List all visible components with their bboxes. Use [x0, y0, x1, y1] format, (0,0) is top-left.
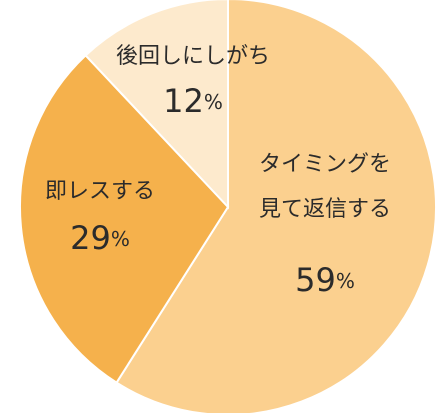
- pie-slice: [19, 53, 230, 385]
- slice-label-line: 即レスする: [45, 179, 155, 204]
- slice-label-line: 後回しにしがち: [116, 44, 270, 69]
- value-number: 29: [70, 219, 111, 257]
- value-number: 59: [295, 261, 336, 299]
- slice-label: 後回しにしがち: [116, 44, 270, 69]
- value-label: 29%: [70, 219, 130, 257]
- slice-label-line: タイミングを: [259, 152, 391, 177]
- slice-label-line: 見て返信する: [259, 197, 391, 222]
- value-unit: %: [111, 227, 130, 251]
- value-label: 12%: [163, 82, 223, 120]
- value-unit: %: [204, 90, 223, 114]
- slice-label: 即レスする: [45, 179, 155, 204]
- value-label: 59%: [295, 261, 355, 299]
- slice-label: タイミングを見て返信する: [259, 152, 391, 222]
- value-number: 12: [163, 82, 204, 120]
- pie-slice: [84, 0, 229, 210]
- pie-slice: [115, 0, 436, 413]
- value-unit: %: [336, 269, 355, 293]
